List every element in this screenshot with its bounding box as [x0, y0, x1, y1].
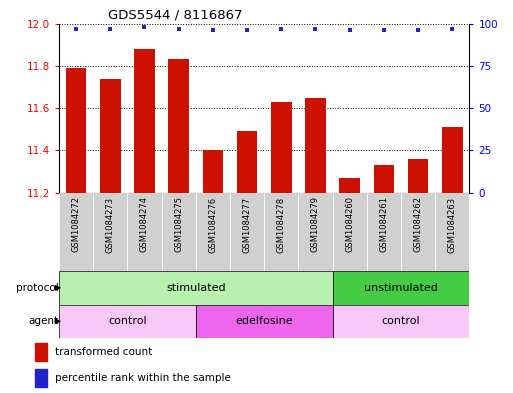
Text: GSM1084278: GSM1084278	[277, 196, 286, 253]
Bar	[196, 193, 230, 271]
Point	[311, 26, 320, 32]
Bar	[367, 193, 401, 271]
Text: control: control	[108, 316, 147, 326]
Text: GSM1084261: GSM1084261	[380, 196, 388, 252]
Bar	[373, 165, 394, 193]
Bar	[230, 193, 264, 271]
Bar	[408, 159, 428, 193]
Text: GSM1084262: GSM1084262	[413, 196, 423, 252]
Bar	[93, 193, 127, 271]
Point	[414, 27, 422, 33]
Bar	[237, 131, 258, 193]
Text: GSM1084273: GSM1084273	[106, 196, 115, 253]
Text: GSM1084260: GSM1084260	[345, 196, 354, 252]
Bar	[332, 271, 469, 305]
Text: percentile rank within the sample: percentile rank within the sample	[54, 373, 230, 383]
Bar	[401, 193, 435, 271]
Bar	[305, 97, 326, 193]
Bar	[203, 151, 223, 193]
Point	[174, 26, 183, 32]
Bar	[442, 127, 463, 193]
Bar	[299, 193, 332, 271]
Text: GSM1084276: GSM1084276	[208, 196, 218, 253]
Text: GSM1084277: GSM1084277	[243, 196, 251, 253]
Bar	[59, 271, 332, 305]
Text: GSM1084272: GSM1084272	[72, 196, 81, 252]
Bar	[340, 178, 360, 193]
Text: transformed count: transformed count	[54, 347, 152, 357]
Bar	[59, 193, 93, 271]
Point	[448, 26, 457, 32]
Point	[106, 26, 114, 32]
Bar	[271, 102, 291, 193]
Bar	[127, 193, 162, 271]
Bar	[134, 49, 155, 193]
Bar	[35, 343, 47, 361]
Bar	[59, 305, 196, 338]
Text: control: control	[382, 316, 420, 326]
Bar	[435, 193, 469, 271]
Text: edelfosine: edelfosine	[235, 316, 293, 326]
Text: GDS5544 / 8116867: GDS5544 / 8116867	[108, 8, 243, 21]
Point	[72, 26, 80, 32]
Text: protocol: protocol	[16, 283, 59, 293]
Point	[380, 27, 388, 33]
Text: GSM1084263: GSM1084263	[448, 196, 457, 253]
Text: agent: agent	[29, 316, 59, 326]
Text: GSM1084275: GSM1084275	[174, 196, 183, 252]
Bar	[35, 369, 47, 387]
Bar	[332, 305, 469, 338]
Bar	[66, 68, 86, 193]
Bar	[332, 193, 367, 271]
Text: unstimulated: unstimulated	[364, 283, 438, 293]
Bar	[196, 305, 332, 338]
Point	[243, 27, 251, 33]
Point	[277, 26, 285, 32]
Bar	[162, 193, 196, 271]
Text: GSM1084279: GSM1084279	[311, 196, 320, 252]
Text: stimulated: stimulated	[166, 283, 226, 293]
Bar	[168, 59, 189, 193]
Bar	[264, 193, 299, 271]
Point	[209, 27, 217, 33]
Point	[346, 27, 354, 33]
Bar	[100, 79, 121, 193]
Point	[141, 24, 149, 30]
Text: GSM1084274: GSM1084274	[140, 196, 149, 252]
